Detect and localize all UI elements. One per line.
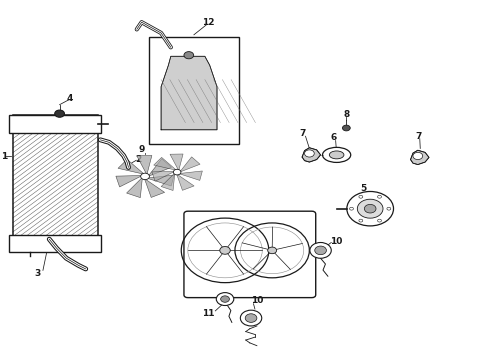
Polygon shape: [170, 154, 183, 171]
Polygon shape: [302, 148, 320, 162]
Text: 1: 1: [1, 152, 7, 161]
Polygon shape: [137, 156, 152, 175]
Bar: [13, 116, 98, 252]
Circle shape: [184, 51, 194, 59]
Text: 8: 8: [343, 110, 349, 119]
Text: 10: 10: [330, 237, 343, 246]
Polygon shape: [176, 174, 194, 190]
Text: 12: 12: [202, 18, 215, 27]
Text: 9: 9: [139, 145, 145, 154]
Circle shape: [310, 243, 331, 258]
Circle shape: [141, 173, 149, 180]
Circle shape: [220, 247, 230, 254]
Circle shape: [349, 207, 353, 210]
Ellipse shape: [329, 151, 344, 159]
Circle shape: [268, 247, 277, 254]
Text: 11: 11: [202, 309, 214, 318]
Bar: [9, 116, 101, 133]
Bar: [13, 116, 98, 252]
Polygon shape: [126, 177, 143, 198]
Polygon shape: [154, 157, 176, 170]
FancyBboxPatch shape: [184, 211, 316, 298]
Polygon shape: [411, 150, 429, 165]
Circle shape: [413, 152, 423, 159]
Circle shape: [365, 204, 376, 213]
Circle shape: [357, 199, 383, 218]
Polygon shape: [152, 171, 175, 181]
Text: 7: 7: [299, 129, 306, 138]
Polygon shape: [116, 175, 143, 187]
Polygon shape: [147, 175, 174, 186]
Text: 10: 10: [251, 296, 263, 305]
Circle shape: [173, 169, 181, 175]
Text: 5: 5: [361, 184, 367, 193]
Circle shape: [241, 310, 262, 326]
Circle shape: [378, 195, 381, 198]
Ellipse shape: [322, 147, 351, 162]
Text: 7: 7: [416, 132, 422, 141]
Polygon shape: [179, 171, 202, 180]
Text: 3: 3: [34, 269, 40, 278]
Polygon shape: [118, 159, 145, 174]
Text: 4: 4: [66, 94, 73, 103]
Circle shape: [216, 293, 234, 306]
Bar: [149, 37, 239, 144]
Polygon shape: [180, 157, 200, 172]
Circle shape: [245, 314, 257, 322]
Circle shape: [315, 246, 326, 255]
Circle shape: [359, 195, 363, 198]
Circle shape: [55, 110, 65, 117]
Polygon shape: [161, 56, 217, 130]
Text: 2: 2: [135, 155, 141, 164]
Circle shape: [347, 192, 393, 226]
Circle shape: [343, 125, 350, 131]
Polygon shape: [161, 173, 175, 190]
Polygon shape: [148, 159, 171, 176]
Circle shape: [387, 207, 391, 210]
Text: 6: 6: [331, 133, 337, 142]
Circle shape: [378, 219, 381, 222]
Bar: [9, 234, 101, 252]
Polygon shape: [145, 179, 165, 197]
Circle shape: [359, 219, 363, 222]
Circle shape: [220, 296, 229, 302]
Circle shape: [304, 150, 314, 157]
